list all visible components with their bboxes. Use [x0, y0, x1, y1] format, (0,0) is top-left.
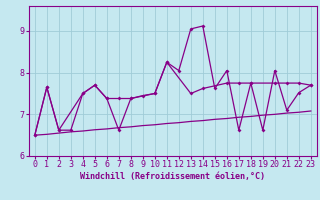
X-axis label: Windchill (Refroidissement éolien,°C): Windchill (Refroidissement éolien,°C) — [80, 172, 265, 181]
